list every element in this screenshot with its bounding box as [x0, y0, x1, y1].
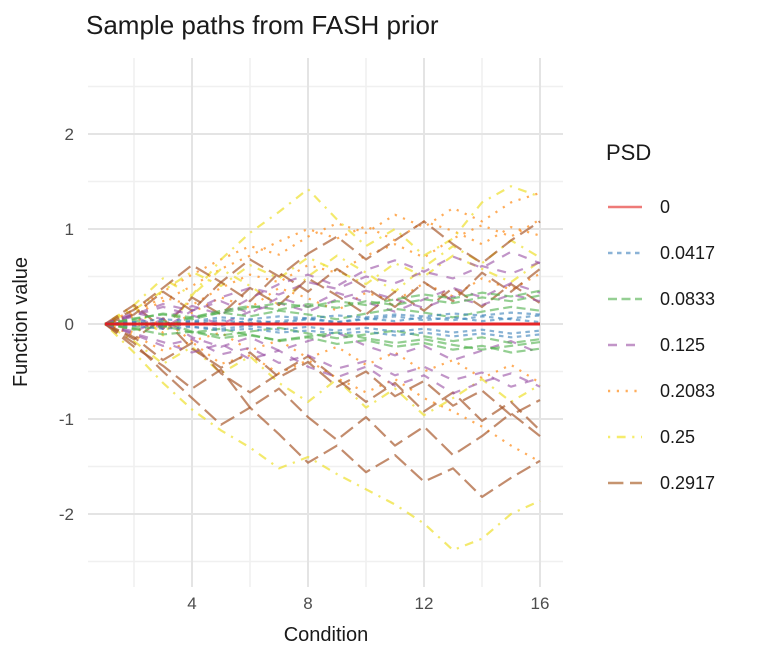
sample-path-psd-0.2917: [104, 323, 541, 432]
sample-path-psd-0.25: [104, 323, 541, 417]
sample-path-psd-0.25: [104, 323, 541, 552]
legend-key-line-icon: [608, 205, 642, 209]
legend-entry: 0.25: [606, 414, 715, 460]
legend-label: 0.2917: [660, 472, 716, 493]
sample-path-psd-0.0833: [104, 320, 541, 345]
legend-label: 0: [660, 196, 671, 217]
sample-path-psd-0.0417: [104, 311, 541, 326]
x-axis-title: Condition: [283, 624, 369, 646]
legend-label: 0.0417: [660, 242, 716, 263]
sample-path-psd-0.0833: [104, 322, 541, 351]
x-tick-label: 16: [531, 594, 550, 613]
legend-label: 0.125: [660, 334, 706, 355]
legend-label: 0.0833: [660, 288, 716, 309]
legend-label: 0.2083: [660, 380, 716, 401]
sample-path-psd-0.25: [104, 254, 541, 325]
legend-key-line-icon: [608, 389, 642, 393]
sample-path-psd-0.0417: [104, 322, 541, 339]
sample-path-psd-0.0833: [104, 294, 541, 326]
sample-path-psd-0.25: [104, 185, 541, 325]
legend-entry: 0.2917: [606, 460, 715, 506]
sample-path-psd-0.125: [104, 322, 541, 395]
legend-entry: 0.0417: [606, 230, 715, 276]
legend: PSD 0 0.0417 0.0833 0.125: [606, 140, 715, 506]
sample-path-psd-0.2083: [104, 322, 541, 463]
x-tick-label: 4: [187, 594, 196, 613]
legend-entry: 0.2083: [606, 368, 715, 414]
sample-path-psd-0.125: [104, 322, 541, 388]
sample-path-psd-0.2917: [104, 323, 541, 498]
x-tick-label: 12: [415, 594, 434, 613]
y-tick-label: -1: [59, 410, 74, 429]
legend-entry: 0.0833: [606, 276, 715, 322]
y-tick-label: -2: [59, 505, 74, 524]
legend-key-line-icon: [608, 251, 642, 255]
legend-key-line-icon: [608, 297, 642, 301]
sample-path-psd-0.2917: [104, 220, 541, 325]
sample-path-psd-0.0833: [104, 289, 541, 326]
legend-title: PSD: [606, 140, 652, 165]
x-tick-label: 8: [303, 594, 312, 613]
y-tick-label: 1: [65, 220, 74, 239]
sample-path-psd-0.125: [104, 250, 541, 326]
sample-path-psd-0.2083: [104, 220, 541, 326]
sample-path-psd-0.2083: [104, 218, 541, 326]
y-tick-label: 2: [65, 125, 74, 144]
sample-path-psd-0.2917: [104, 323, 541, 457]
legend-key-line-icon: [608, 435, 642, 439]
legend-key-line-icon: [608, 481, 642, 485]
legend-entry: 0.125: [606, 322, 715, 368]
legend-entry: 0: [606, 184, 715, 230]
legend-key-line-icon: [608, 343, 642, 347]
legend-label: 0.25: [660, 426, 696, 447]
y-axis-title: Function value: [10, 256, 32, 388]
plot-title: Sample paths from FASH prior: [86, 10, 439, 40]
y-tick-label: 0: [65, 315, 74, 334]
sample-path-psd-0.125: [104, 261, 541, 326]
